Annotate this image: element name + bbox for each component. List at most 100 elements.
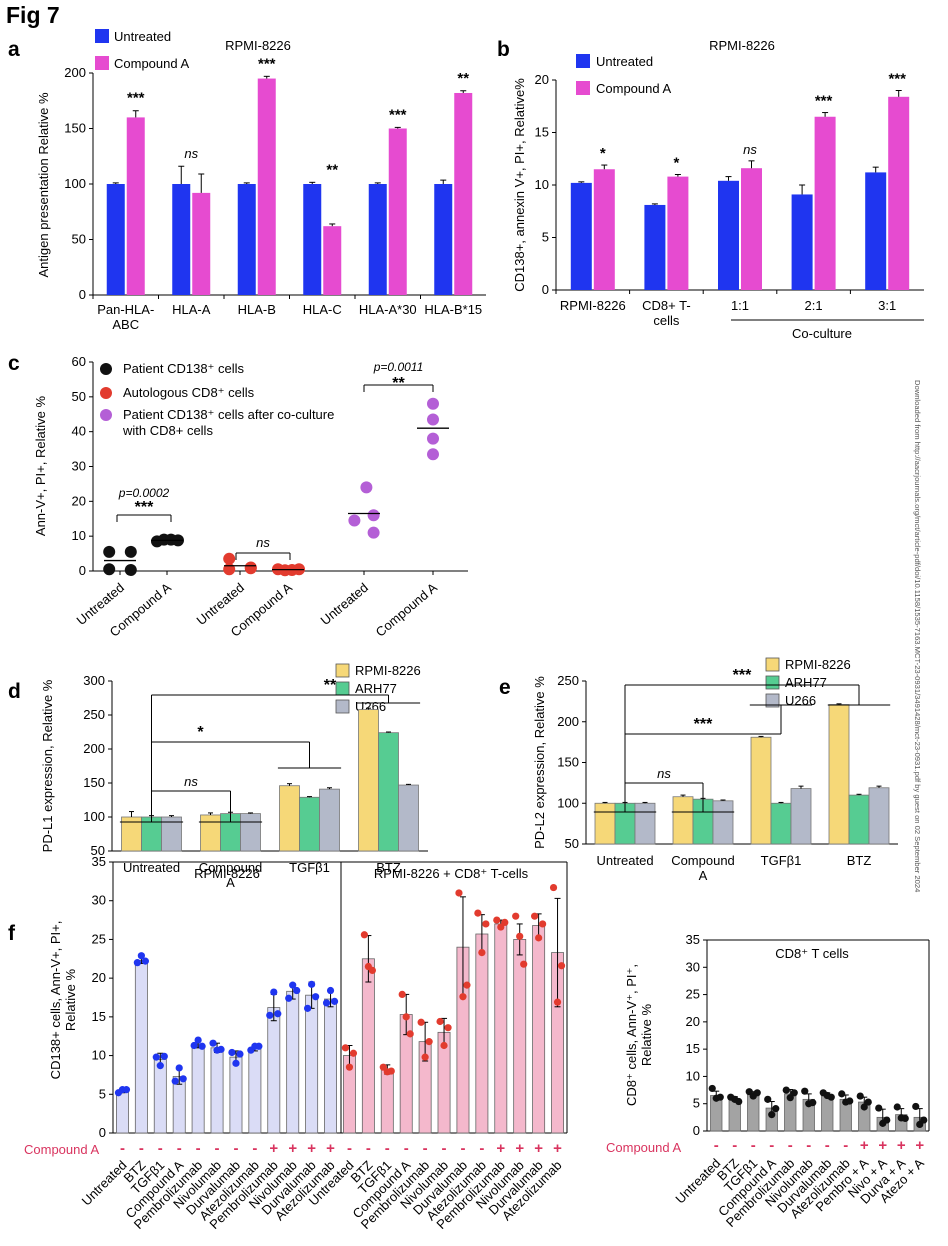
- panel-f-data-point: [553, 998, 562, 1006]
- panel-a-significance: ***: [389, 106, 407, 123]
- panel-f2-compound-sign: -: [806, 1137, 811, 1154]
- panel-e-y-tick-label: 250: [557, 673, 579, 688]
- panel-f-bar: [153, 1059, 167, 1134]
- legend-swatch: [335, 681, 350, 696]
- panel-f-data-point: [160, 1052, 168, 1060]
- panel-b-significance: *: [600, 145, 606, 162]
- panel-f-data-point: [289, 981, 297, 989]
- panel-d-bar: [358, 709, 379, 852]
- legend-swatch: [335, 663, 350, 678]
- panel-a-y-tick-label: 50: [72, 232, 86, 247]
- legend-untreated-swatch: [576, 54, 590, 68]
- panel-d-bar: [200, 814, 221, 852]
- panel-f2-data-point: [860, 1103, 868, 1111]
- panel-f2-data-point: [790, 1089, 798, 1097]
- panel-c-y-tick-label: 50: [72, 389, 86, 404]
- panel-c-y-tick-label: 20: [72, 493, 86, 508]
- panel-e-bar: [770, 802, 792, 845]
- panel-f-data-point: [493, 916, 501, 924]
- panel-e-y-tick-label: 200: [557, 714, 579, 729]
- panel-f-data-point: [425, 1038, 433, 1046]
- panel-f2-y-tick-label: 0: [693, 1123, 700, 1138]
- panel-d-y-tick-label: 100: [83, 809, 105, 824]
- panel-f-data-point: [398, 990, 406, 999]
- panel-e-significance: ***: [694, 716, 713, 733]
- panel-f2-compound-sign: +: [897, 1137, 906, 1154]
- panel-b-bar: [593, 169, 615, 290]
- panel-a-bar: [257, 78, 276, 295]
- panel-f-data-point: [330, 997, 339, 1005]
- panel-a-y-tick-label: 0: [79, 287, 86, 302]
- panel-c-data-point: [360, 481, 373, 494]
- panel-f2-data-point: [708, 1084, 716, 1093]
- legend-marker: [100, 363, 112, 375]
- panel-d-category-label: BTZ: [376, 860, 401, 875]
- panel-f-data-point: [285, 994, 293, 1002]
- panel-f-compound-sign: -: [404, 1140, 409, 1157]
- panel-f2-data-point: [782, 1086, 790, 1094]
- panel-b-title: RPMI-8226: [709, 38, 775, 53]
- panel-e-y-tick-label: 150: [557, 755, 579, 770]
- panel-f-compound-sign: -: [252, 1140, 257, 1157]
- panel-d-y-tick-label: 50: [91, 843, 105, 858]
- panel-f-compound-sign: +: [307, 1140, 316, 1157]
- panel-c-data-point: [427, 397, 439, 410]
- panel-f-data-point: [217, 1045, 225, 1053]
- panel-label-e: e: [499, 676, 511, 699]
- panel-a-significance: ***: [258, 55, 276, 72]
- panel-b-significance: ***: [815, 93, 833, 110]
- panel-a-bar: [368, 184, 387, 295]
- panel-b-category-label: 1:1: [731, 298, 749, 313]
- panel-f-compound-sign: -: [385, 1140, 390, 1157]
- panel-f-data-point: [255, 1042, 263, 1050]
- panel-f-y-tick-label: 0: [99, 1125, 106, 1140]
- panel-f-compound-sign: +: [515, 1140, 524, 1157]
- panel-d-bar: [398, 784, 419, 852]
- panel-b-bar: [644, 204, 666, 290]
- panel-b-significance: *: [673, 155, 679, 172]
- panel-e-y-tick-label: 50: [565, 836, 579, 851]
- panel-f-data-point: [535, 934, 543, 942]
- panel-a-y-label: Antigen presentation Relative %: [36, 92, 51, 277]
- panel-f-data-point: [406, 1030, 414, 1038]
- panel-f-data-point: [209, 1039, 217, 1047]
- panel-a-y-tick-label: 100: [64, 176, 86, 191]
- panel-f-data-point: [137, 952, 145, 960]
- panel-c-data-point: [103, 545, 116, 558]
- panel-f-section-title: RPMI-8226: [194, 866, 260, 881]
- panel-f2-data-point: [883, 1116, 891, 1124]
- panel-label-f: f: [8, 922, 16, 945]
- panel-e-significance: ***: [733, 667, 752, 684]
- panel-f-data-point: [501, 918, 509, 926]
- panel-f-category-label: Untreated: [79, 1158, 130, 1209]
- panel-e-category-label: Compound A: [671, 853, 735, 883]
- panel-f-data-point: [436, 1017, 444, 1026]
- panel-e-bar: [594, 802, 616, 845]
- panel-f-data-point: [175, 1064, 183, 1072]
- panel-a-significance: **: [457, 70, 469, 87]
- panel-c-pvalue: p=0.0002: [118, 486, 170, 500]
- panel-a-bar: [192, 192, 211, 295]
- panel-f2-data-point: [856, 1092, 864, 1100]
- panel-c-x-tick-label: Compound A: [373, 580, 440, 640]
- legend-compound-swatch: [95, 56, 109, 70]
- panel-f-data-point: [304, 1004, 312, 1012]
- panel-e-bar: [750, 736, 772, 845]
- panel-f-data-point: [417, 1018, 425, 1026]
- panel-c-data-point: [367, 526, 380, 539]
- panel-f-data-point: [194, 1036, 202, 1044]
- panel-c-y-tick-label: 0: [79, 563, 86, 578]
- panel-f-bar: [172, 1076, 186, 1134]
- panel-b-category-label: CD8+ T-cells: [642, 298, 691, 328]
- panel-f-data-point: [274, 1010, 282, 1018]
- panel-f-section-title: RPMI-8226 + CD8⁺ T-cells: [374, 866, 529, 881]
- panel-f-bar: [267, 1007, 281, 1134]
- panel-f2-compound-sign: +: [915, 1137, 924, 1154]
- panel-f-bar: [286, 990, 300, 1134]
- panel-c-significance: ***: [135, 499, 154, 516]
- panel-f2-y-tick-label: 15: [686, 1041, 700, 1056]
- panel-f2-compound-sign: -: [751, 1137, 756, 1154]
- panel-f-data-point: [141, 957, 149, 965]
- legend-untreated-swatch: [95, 29, 109, 43]
- panel-f-data-point: [368, 966, 376, 975]
